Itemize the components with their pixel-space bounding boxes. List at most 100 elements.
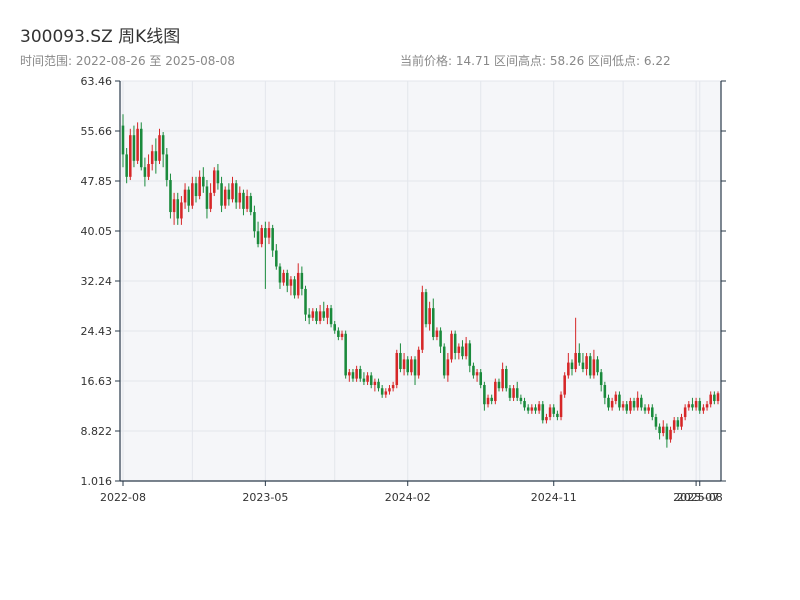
candle-body xyxy=(446,359,450,376)
candle-body xyxy=(267,228,271,238)
candle-body xyxy=(377,381,380,389)
candle-body xyxy=(658,426,661,434)
candle-body xyxy=(209,192,212,209)
candle-body xyxy=(158,135,161,161)
candle-body xyxy=(315,311,318,321)
candle-body xyxy=(629,401,632,411)
candle-body xyxy=(501,369,504,389)
x-tick-label: 2025-08 xyxy=(677,491,723,504)
candle-body xyxy=(198,176,201,197)
y-tick-label: 32.24 xyxy=(81,275,113,288)
candle-body xyxy=(632,401,636,408)
candle-body xyxy=(523,401,526,408)
candle-body xyxy=(275,250,278,267)
y-tick-label: 40.05 xyxy=(81,225,113,238)
y-tick-label: 24.43 xyxy=(81,325,113,338)
candle-body xyxy=(238,192,242,203)
candle-body xyxy=(121,125,125,155)
candle-body xyxy=(161,135,165,155)
candle-body xyxy=(227,189,231,200)
candle-body xyxy=(355,369,358,379)
candle-body xyxy=(278,266,282,283)
candle-body xyxy=(687,404,691,408)
candle-body xyxy=(625,404,629,411)
candle-body xyxy=(585,356,588,370)
candle-body xyxy=(264,228,267,238)
candle-body xyxy=(468,343,472,366)
candle-body xyxy=(293,279,296,296)
candle-body xyxy=(337,330,340,337)
candle-body xyxy=(125,154,128,177)
candle-body xyxy=(592,359,596,376)
candle-body xyxy=(220,183,223,206)
candle-body xyxy=(271,228,274,251)
candle-body xyxy=(665,426,669,440)
candle-body xyxy=(183,189,187,203)
candle-body xyxy=(654,417,658,427)
candle-body xyxy=(318,311,322,321)
candle-body xyxy=(296,272,300,296)
candle-body xyxy=(176,199,180,219)
candle-body xyxy=(191,183,194,206)
candle-body xyxy=(395,352,399,386)
candle-body xyxy=(603,385,607,398)
candle-body xyxy=(245,196,249,209)
candle-body xyxy=(716,393,720,402)
candle-body xyxy=(399,352,402,370)
candle-body xyxy=(709,394,712,405)
candle-body xyxy=(417,349,420,376)
candle-body xyxy=(534,407,537,411)
candle-body xyxy=(147,164,150,177)
candle-body xyxy=(180,202,183,219)
candle-body xyxy=(223,189,227,206)
candle-body xyxy=(249,196,253,213)
candle-body xyxy=(472,365,475,376)
candle-body xyxy=(556,413,559,418)
candle-body xyxy=(424,292,428,325)
candle-body xyxy=(289,279,293,286)
candle-body xyxy=(304,288,307,315)
candle-body xyxy=(253,212,256,232)
candle-body xyxy=(698,401,702,411)
candle-body xyxy=(537,404,541,411)
x-tick-label: 2024-11 xyxy=(531,491,577,504)
candle-body xyxy=(640,397,643,408)
y-tick-label: 1.016 xyxy=(81,475,113,488)
candle-body xyxy=(457,346,461,353)
candle-body xyxy=(139,128,143,168)
candle-body xyxy=(369,375,373,386)
candle-body xyxy=(596,359,599,373)
candle-body xyxy=(366,375,369,382)
candle-body xyxy=(373,381,377,386)
candle-body xyxy=(322,311,326,318)
date-range-subtitle: 时间范围: 2022-08-26 至 2025-08-08 xyxy=(20,54,235,68)
candle-body xyxy=(406,359,410,373)
x-tick-label: 2022-08 xyxy=(100,491,146,504)
candle-body xyxy=(541,404,545,421)
candle-body xyxy=(344,333,347,376)
candle-body xyxy=(610,401,614,408)
candle-body xyxy=(570,362,574,370)
candle-body xyxy=(563,375,566,395)
candle-body xyxy=(351,372,355,379)
candle-body xyxy=(442,346,446,376)
candle-body xyxy=(300,272,304,289)
candle-body xyxy=(194,183,198,197)
y-tick-label: 63.46 xyxy=(81,75,113,88)
candle-body xyxy=(285,272,289,286)
candle-body xyxy=(453,333,457,353)
candle-body xyxy=(231,183,234,200)
candle-body xyxy=(380,388,384,395)
candle-body xyxy=(680,417,683,427)
candle-body xyxy=(450,333,453,360)
candle-body xyxy=(559,394,563,418)
candle-body xyxy=(242,192,245,209)
x-tick-label: 2024-02 xyxy=(385,491,431,504)
candle-body xyxy=(574,352,577,370)
candle-body xyxy=(439,330,442,347)
candle-body xyxy=(567,362,570,376)
candle-body xyxy=(621,404,625,408)
candle-body xyxy=(676,420,680,427)
candle-body xyxy=(530,407,534,411)
x-tick-label: 2023-05 xyxy=(242,491,288,504)
